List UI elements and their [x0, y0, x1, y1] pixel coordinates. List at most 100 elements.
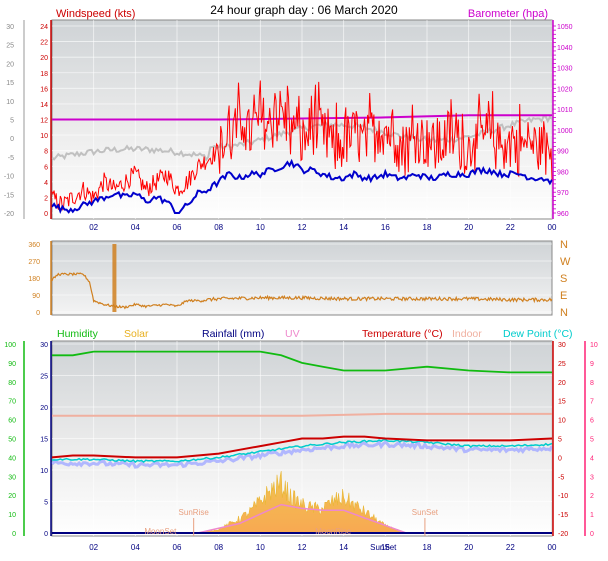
direction-tick-label: 0 [36, 310, 40, 317]
thermo-x-tick-label: 10 [256, 543, 265, 552]
humidity-tick-label: 10 [8, 512, 16, 519]
uv-tick-label: 2 [590, 493, 594, 500]
wind-x-tick-label: 08 [214, 223, 223, 232]
wind-tick-label: 0 [44, 211, 48, 218]
temperature-tick-label: 25 [558, 361, 566, 368]
direction-tick-label: 90 [32, 293, 40, 300]
sunset-x-label: SunSet [370, 543, 397, 552]
wind-tick-label: 12 [40, 118, 48, 125]
wind-x-tick-label: 14 [339, 223, 348, 232]
barometer-tick-label: 960 [557, 211, 569, 218]
humidity-tick-label: 100 [4, 342, 16, 349]
direction-tick-label: 360 [28, 242, 40, 249]
wind-x-tick-label: 06 [173, 223, 182, 232]
wind-tick-label: 24 [40, 24, 48, 31]
humidity-tick-label: 70 [8, 399, 16, 406]
wind-gust-history-line [51, 114, 553, 162]
wind-outer-tick-label: 5 [10, 118, 14, 125]
wind-x-tick-label: 02 [89, 223, 98, 232]
uv-tick-label: 9 [590, 361, 594, 368]
temperature-tick-label: 20 [558, 380, 566, 387]
thermo-x-tick-label: 08 [214, 543, 223, 552]
barometer-tick-label: 1020 [557, 86, 573, 93]
humidity-tick-label: 90 [8, 361, 16, 368]
wind-outer-tick-label: -10 [4, 174, 14, 181]
barometer-tick-label: 980 [557, 169, 569, 176]
barometer-line [52, 114, 552, 121]
uv-tick-label: 3 [590, 474, 594, 481]
direction-tick-label: 270 [28, 259, 40, 266]
wind-x-tick-label: 18 [423, 223, 432, 232]
moonrise-label: MoonRise [315, 527, 352, 536]
thermo-x-tick-label: 16 [381, 543, 390, 552]
wind-outer-tick-label: -5 [8, 155, 14, 162]
rain-tick-label: 10 [40, 468, 48, 475]
wind-outer-tick-label: 10 [6, 99, 14, 106]
thermo-x-tick-label: 14 [339, 543, 348, 552]
barometer-tick-label: 1010 [557, 107, 573, 114]
wind-tick-label: 16 [40, 86, 48, 93]
temperature-line [51, 435, 553, 459]
rain-tick-label: 0 [44, 531, 48, 538]
uv-tick-label: 7 [590, 399, 594, 406]
wind-outer-tick-label: 30 [6, 24, 14, 31]
legend-label: UV [285, 328, 300, 340]
temperature-band-line [50, 440, 554, 469]
solar-area [197, 470, 407, 534]
wind-tick-label: 20 [40, 55, 48, 62]
humidity-tick-label: 30 [8, 474, 16, 481]
humidity-line [52, 350, 552, 374]
wind-direction-line [51, 271, 553, 310]
sunset-label: SunSet [412, 508, 439, 517]
rain-tick-label: 15 [40, 437, 48, 444]
chart-title: 24 hour graph day : 06 March 2020 [210, 3, 398, 17]
direction-tick-label: 180 [28, 276, 40, 283]
compass-label: N [560, 239, 568, 251]
rain-tick-label: 30 [40, 342, 48, 349]
uv-tick-label: 8 [590, 380, 594, 387]
barometer-tick-label: 1030 [557, 66, 573, 73]
barometer-tick-label: 1000 [557, 128, 573, 135]
legend-label: Rainfall (mm) [202, 328, 264, 340]
wind-tick-label: 10 [40, 133, 48, 140]
rain-tick-label: 20 [40, 405, 48, 412]
temperature-tick-label: -20 [558, 531, 568, 538]
wind-tick-label: 22 [40, 40, 48, 47]
temperature-tick-label: 15 [558, 399, 566, 406]
wind-outer-tick-label: 20 [6, 61, 14, 68]
windspeed-average-line [51, 158, 553, 214]
legend-label: Dew Point (°C) [503, 328, 573, 340]
wind-outer-tick-label: 0 [10, 136, 14, 143]
uv-tick-label: 5 [590, 437, 594, 444]
uv-tick-label: 1 [590, 512, 594, 519]
thermo-x-tick-label: 02 [89, 543, 98, 552]
thermo-x-tick-label: 12 [298, 543, 307, 552]
humidity-tick-label: 40 [8, 455, 16, 462]
thermo-x-tick-label: 18 [423, 543, 432, 552]
indoor-line [52, 412, 552, 417]
moonset-label: MoonSet [144, 527, 177, 536]
legend-label: Humidity [57, 328, 99, 340]
wind-tick-label: 6 [44, 164, 48, 171]
compass-label: E [560, 290, 567, 302]
rain-tick-label: 25 [40, 374, 48, 381]
thermo-x-tick-label: 04 [131, 543, 140, 552]
wind-outer-tick-label: 25 [6, 43, 14, 50]
uv-line [197, 503, 407, 534]
direction-spike-bar [112, 244, 117, 312]
wind-tick-label: 2 [44, 195, 48, 202]
thermo-x-tick-label: 20 [464, 543, 473, 552]
wind-axis-label: Windspeed (kts) [56, 8, 135, 20]
windspeed-line [51, 80, 553, 212]
barometer-axis-label: Barometer (hpa) [468, 8, 548, 20]
humidity-tick-label: 50 [8, 437, 16, 444]
thermo-x-tick-label: 22 [506, 543, 515, 552]
compass-label: N [560, 307, 568, 319]
wind-x-tick-label: 00 [548, 223, 557, 232]
humidity-tick-label: 60 [8, 418, 16, 425]
wind-tick-label: 14 [40, 102, 48, 109]
wind-x-tick-label: 10 [256, 223, 265, 232]
thermo-x-tick-label: 00 [548, 543, 557, 552]
